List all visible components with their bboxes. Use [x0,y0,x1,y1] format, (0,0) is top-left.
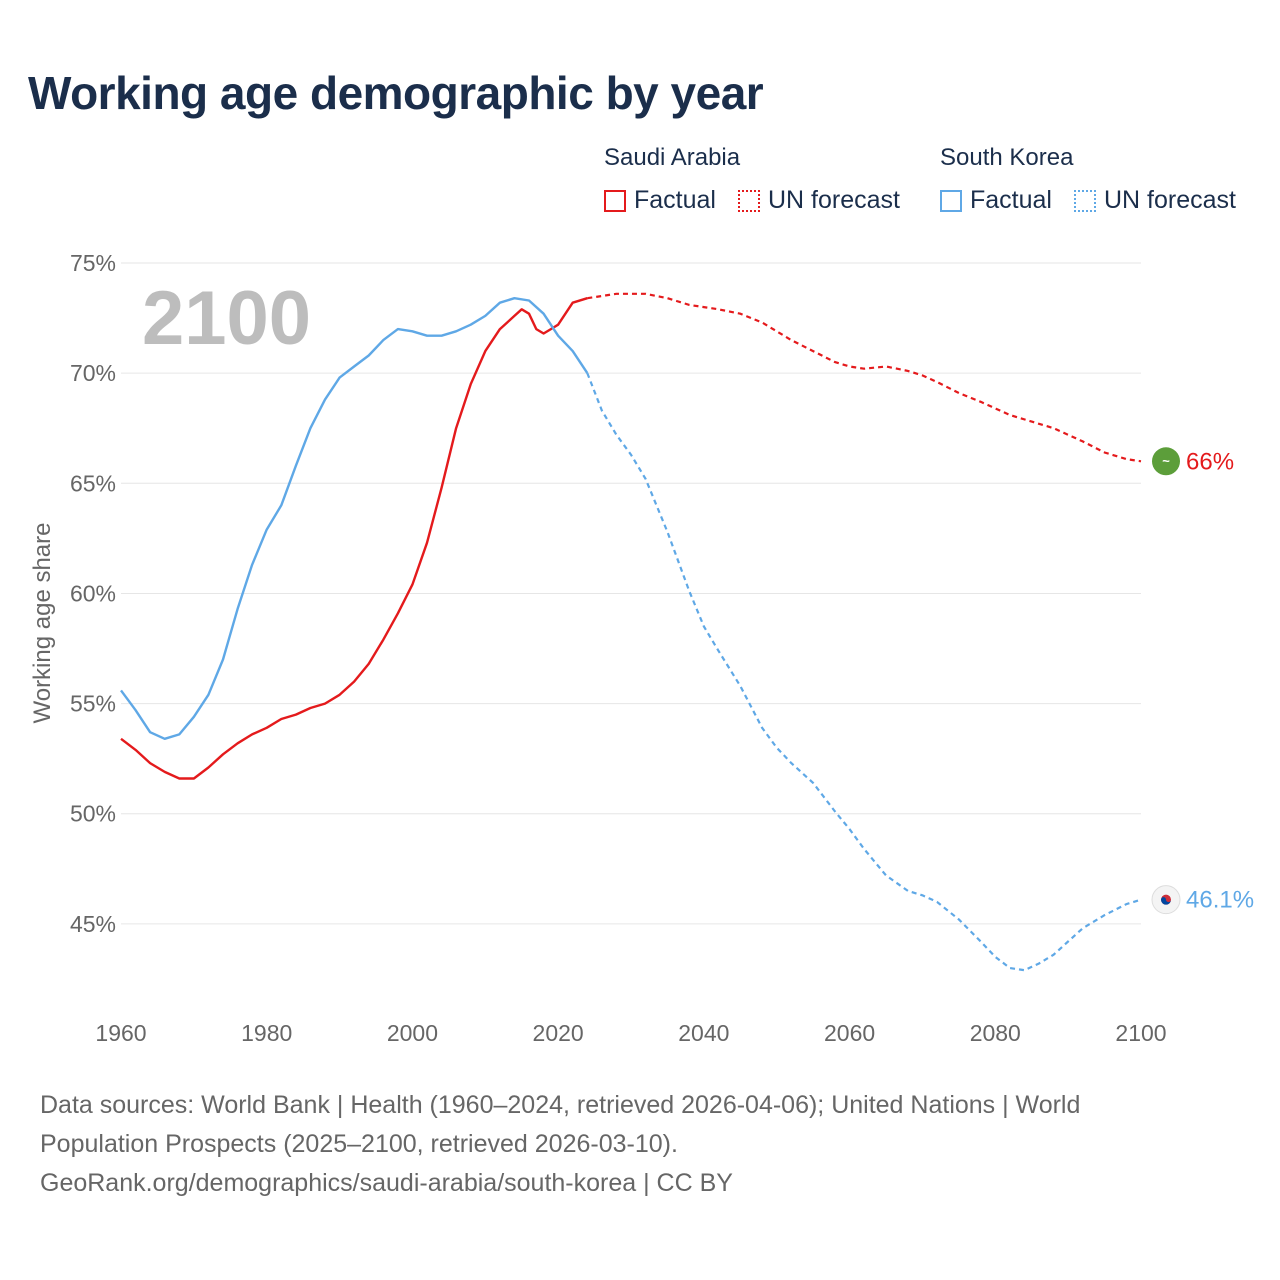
x-tick-label: 2000 [387,1020,438,1046]
legend-saudi-factual[interactable]: Factual [604,186,716,215]
legend-korea-forecast[interactable]: UN forecast [1074,186,1236,215]
legend-title-saudi-arabia: Saudi Arabia [604,144,741,171]
footer-line-2: Population Prospects (2025–2100, retriev… [40,1130,678,1158]
saudi-forecast-line[interactable] [587,292,1142,463]
x-tick-label: 2100 [1115,1020,1166,1046]
y-tick-label: 75% [70,250,116,276]
korea-end-label: 46.1% [1186,887,1254,914]
saudi-flag-icon: ~ [1152,447,1180,476]
y-axis-label: Working age share [29,523,56,724]
y-axis-ticks: 45% 50% 55% 60% 65% 70% 75% [70,250,116,937]
legend-korea-factual[interactable]: Factual [940,186,1052,215]
y-tick-label: 65% [70,470,116,496]
legend-label-korea-factual: Factual [970,186,1052,214]
x-tick-label: 2040 [678,1020,729,1046]
legend-swatch-korea-forecast [1074,189,1096,212]
series-lines [120,292,1142,972]
legend-label-korea-forecast: UN forecast [1104,186,1236,214]
footer-line-3[interactable]: GeoRank.org/demographics/saudi-arabia/so… [40,1169,733,1197]
x-axis-ticks: 1960 1980 2000 2020 2040 2060 2080 2100 [95,1020,1166,1046]
year-watermark: 2100 [142,276,311,361]
footer-sources: Data sources: World Bank | Health (1960–… [40,1086,1240,1203]
legend-label-saudi-forecast: UN forecast [768,186,900,214]
footer-line-1: Data sources: World Bank | Health (1960–… [40,1091,1081,1119]
korea-flag-icon [1151,885,1181,915]
y-tick-label: 55% [70,691,116,717]
saudi-end-label: 66% [1186,448,1234,475]
y-tick-label: 50% [70,801,116,827]
legend-swatch-korea-factual [940,189,962,212]
legend-label-saudi-factual: Factual [634,186,716,214]
y-tick-label: 70% [70,360,116,386]
legend-swatch-saudi-factual [604,189,626,212]
legend-swatch-saudi-forecast [738,189,760,212]
y-tick-label: 45% [70,911,116,937]
legend-title-south-korea: South Korea [940,144,1074,171]
legend-saudi-forecast[interactable]: UN forecast [738,186,900,215]
svg-text:~: ~ [1162,453,1170,468]
korea-forecast-line[interactable] [586,372,1142,972]
korea-factual-line[interactable] [120,297,589,740]
chart-title: Working age demographic by year [28,67,764,119]
saudi-factual-line[interactable] [120,297,588,780]
x-tick-label: 2080 [970,1020,1021,1046]
x-tick-label: 1980 [241,1020,292,1046]
end-markers: ~ 66% 46.1% [1151,447,1254,915]
grid-lines [121,262,1141,925]
y-tick-label: 60% [70,580,116,606]
x-tick-label: 2060 [824,1020,875,1046]
x-tick-label: 2020 [533,1020,584,1046]
x-tick-label: 1960 [95,1020,146,1046]
